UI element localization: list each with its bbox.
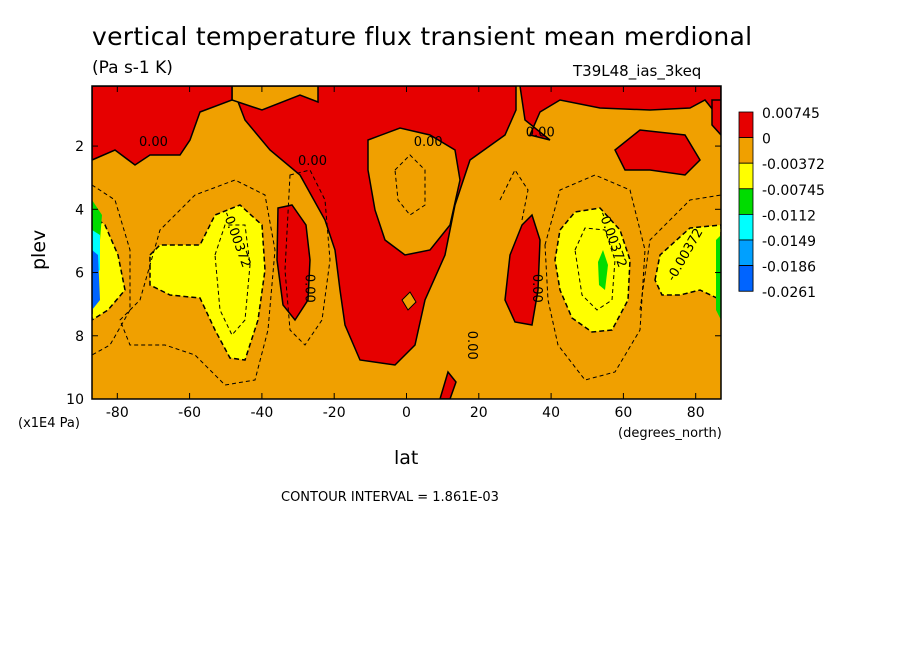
y-tick-label: 8 xyxy=(75,329,84,345)
legend-label: -0.0149 xyxy=(762,234,816,250)
y-axis-unit: (x1E4 Pa) xyxy=(18,416,80,431)
x-tick-label: 20 xyxy=(470,405,488,421)
contour-dashed-sh-inner xyxy=(214,224,251,336)
contour-dashed-column xyxy=(284,169,331,346)
legend-swatch-last xyxy=(738,265,754,292)
legend-label: 0 xyxy=(762,132,771,148)
contour-dashed-sh-outer xyxy=(119,179,276,386)
chart-subtitle: (Pa s-1 K) xyxy=(92,58,173,78)
legend-label: 0.00745 xyxy=(762,106,820,122)
y-tick-label: 2 xyxy=(75,139,84,155)
contour-interval: CONTOUR INTERVAL = 1.861E-03 xyxy=(281,490,499,505)
y-tick-label: 4 xyxy=(75,202,84,218)
y-tick-label: 6 xyxy=(75,266,84,282)
contour-label: 0.00 xyxy=(464,331,479,360)
x-axis-label: lat xyxy=(394,447,419,469)
chart-title: vertical temperature flux transient mean… xyxy=(92,22,753,51)
legend-swatch xyxy=(738,239,754,267)
run-id: T39L48_ias_3keq xyxy=(573,62,702,80)
legend-swatch xyxy=(738,213,754,241)
fill-blue-left xyxy=(92,250,100,310)
legend-swatch xyxy=(738,111,754,139)
contour-dashed-nhcol xyxy=(499,168,529,221)
legend-swatch xyxy=(738,188,754,215)
x-tick-label: -80 xyxy=(106,405,129,421)
contour-dashed-left xyxy=(92,184,131,356)
fill-yellow-left xyxy=(92,214,126,321)
fill-yellow-nh xyxy=(554,207,631,333)
contour-label: 0.00 xyxy=(529,274,544,303)
x-tick-label: -60 xyxy=(178,405,201,421)
contour-label: 0.00 xyxy=(298,154,327,169)
legend-label: -0.0261 xyxy=(762,285,816,301)
legend-swatch xyxy=(738,137,754,164)
fill-yellow-right xyxy=(654,224,721,301)
contour-label: 0.00 xyxy=(414,135,443,150)
contour-dashed-right xyxy=(639,194,721,311)
fill-red-rightcorner xyxy=(711,99,721,137)
fill-red-rightpatch xyxy=(614,129,701,176)
fill-red-column-nh xyxy=(504,213,541,326)
x-tick-label: 80 xyxy=(687,405,705,421)
legend-label: -0.0112 xyxy=(762,208,816,224)
y-axis-ticks: 2 4 6 8 10 xyxy=(66,139,721,408)
fill-red-spike xyxy=(439,370,457,399)
contour-label: 0.00 xyxy=(526,126,555,141)
fill-yellow-sh xyxy=(149,204,266,361)
x-tick-label: 0 xyxy=(402,405,411,421)
fill-red-topright xyxy=(519,86,721,141)
x-axis-ticks: -80 -60 -40 -20 0 20 40 60 80 xyxy=(106,86,705,421)
contour-fill-layer xyxy=(92,86,721,399)
fill-green-core-nh xyxy=(598,250,608,290)
legend-label: -0.0186 xyxy=(762,260,816,276)
contour-dashed-tongue xyxy=(394,154,426,216)
fill-red-topleft xyxy=(92,86,233,166)
fill-red-column-sh xyxy=(276,204,311,322)
y-tick-label: 10 xyxy=(66,392,84,408)
legend-label: -0.00745 xyxy=(762,183,825,199)
contour-label: 0.00 xyxy=(301,274,316,303)
contour-dashed-nh-outer xyxy=(544,174,646,381)
fill-orange-notch xyxy=(401,291,417,311)
x-tick-label: 60 xyxy=(614,405,632,421)
color-legend: 0.00745 0 -0.00372 -0.00745 -0.0112 -0.0149 -0… xyxy=(738,106,825,301)
x-axis-unit: (degrees_north) xyxy=(618,426,722,441)
x-tick-label: -20 xyxy=(323,405,346,421)
x-tick-label: -40 xyxy=(250,405,273,421)
legend-label: -0.00372 xyxy=(762,157,825,173)
fill-green-right xyxy=(716,235,721,320)
contour-label: 0.00 xyxy=(139,135,168,150)
fill-orange-tongue xyxy=(367,127,461,256)
legend-swatch xyxy=(738,162,754,190)
x-tick-label: 40 xyxy=(542,405,560,421)
